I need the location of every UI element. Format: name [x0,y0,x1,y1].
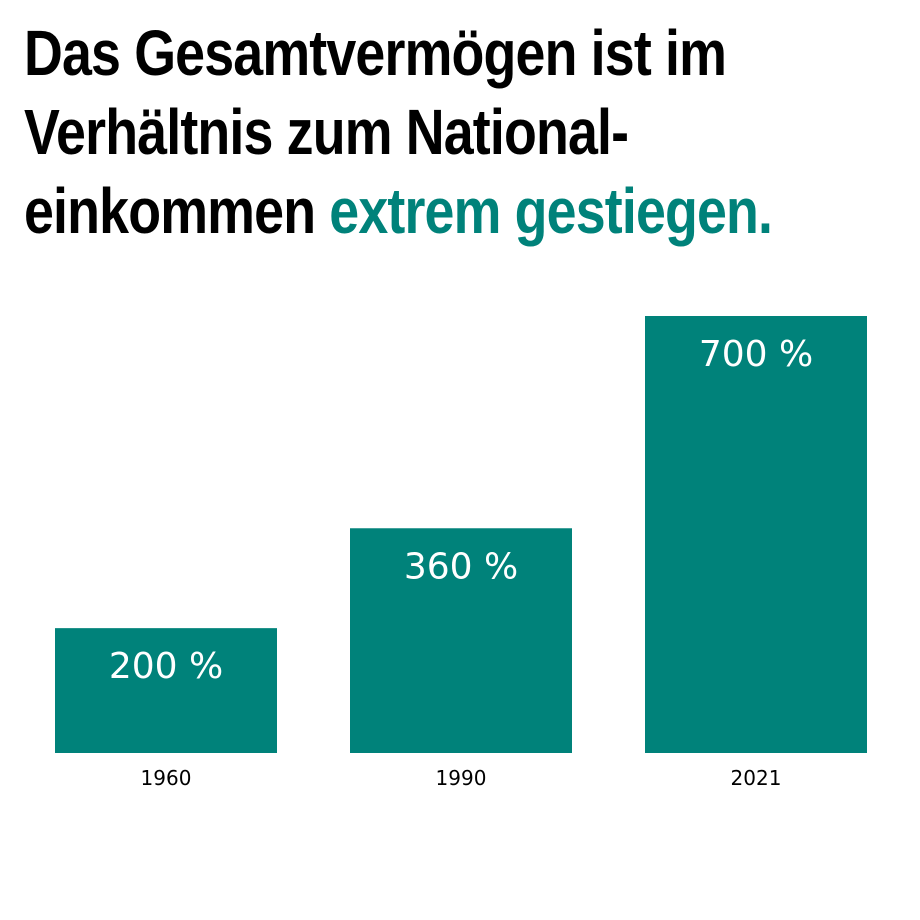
title-accent: extrem gestiegen. [329,175,773,247]
title-line-3-text: einkommen [24,175,330,247]
x-tick-label: 1960 [141,766,192,790]
bar-1960 [55,628,277,753]
x-tick-label: 1990 [436,766,487,790]
value-label-2021: 700 % [699,334,813,375]
bar-1990 [350,528,572,753]
title-line-3: einkommen extrem gestiegen. [24,172,864,251]
bar-2021 [645,316,867,753]
title-line-1: Das Gesamtvermögen ist im [24,17,727,89]
value-label-1990: 360 % [404,546,518,587]
chart-title: Das Gesamtvermögen ist im Verhältnis zum… [24,14,864,251]
title-line-2: Verhältnis zum National- [24,96,629,168]
x-tick-label: 2021 [731,766,782,790]
value-label-1960: 200 % [109,646,223,687]
